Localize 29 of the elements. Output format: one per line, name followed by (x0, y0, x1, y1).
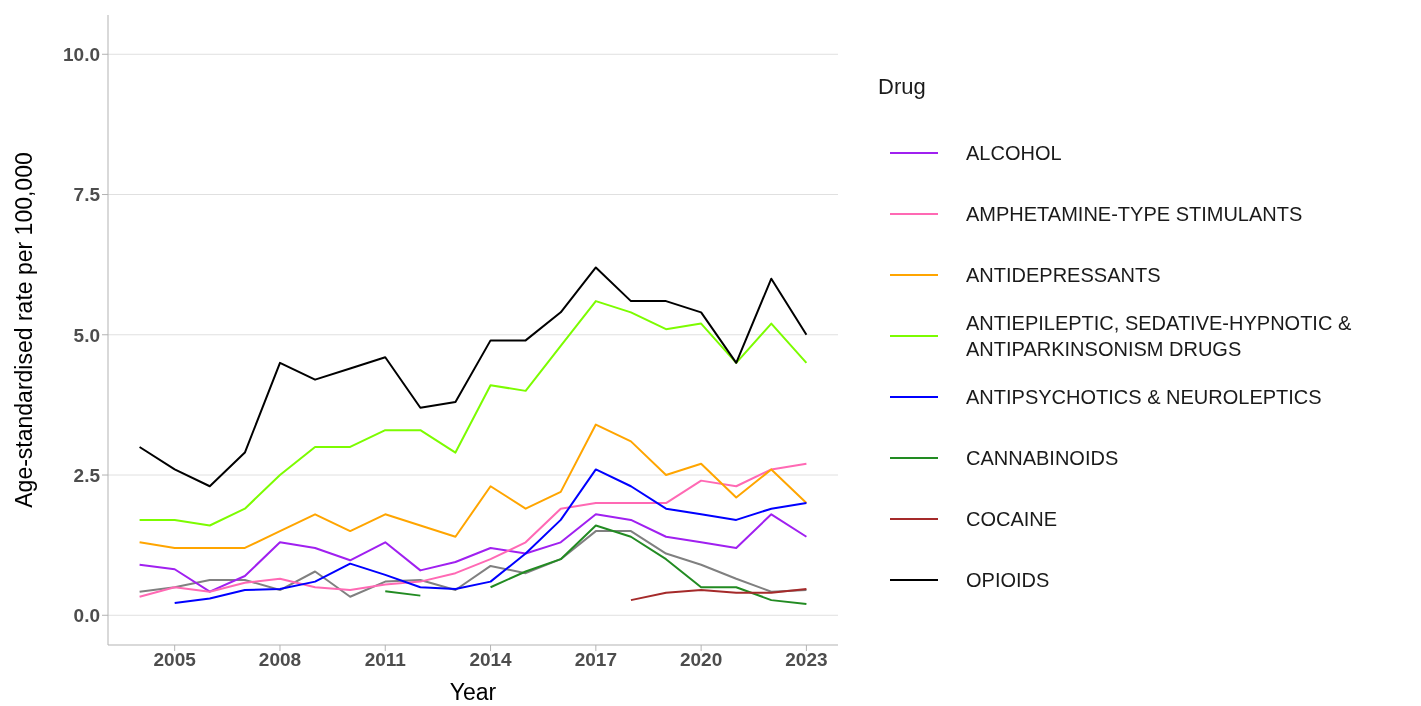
x-tick-label: 2017 (574, 649, 617, 671)
legend-label: ALCOHOL (966, 140, 1063, 166)
legend-label: AMPHETAMINE-TYPE STIMULANTS (966, 201, 1304, 227)
legend-label: COCAINE (966, 506, 1059, 532)
x-tick-label: 2020 (679, 649, 723, 671)
y-tick-label: 5.0 (73, 324, 100, 346)
legend-label: ANTIDEPRESSANTS (966, 262, 1162, 288)
y-tick-label: 7.5 (73, 184, 101, 206)
x-tick-label: 2023 (785, 649, 828, 671)
line-series (138, 530, 808, 598)
line-series (138, 266, 808, 488)
legend-label: CANNABINOIDS (966, 445, 1120, 471)
x-tick-label: 2005 (153, 649, 197, 671)
x-tick-label: 2011 (364, 649, 407, 671)
x-tick-label: 2014 (469, 649, 513, 671)
legend-label: ANTIPSYCHOTICS & NEUROLEPTICS (966, 384, 1323, 410)
y-tick-label: 2.5 (73, 464, 101, 486)
legend-label: OPIOIDS (966, 567, 1051, 593)
legend-label: ANTIEPILEPTIC, SEDATIVE-HYPNOTIC & ANTIPARKINSONISM DRUGS (966, 310, 1353, 362)
line-series (629, 587, 808, 602)
x-axis-title: Year (449, 679, 497, 705)
y-tick-label: 10.0 (63, 44, 100, 66)
y-tick-label: 0.0 (73, 605, 100, 627)
line-series (138, 513, 808, 593)
line-series (138, 423, 808, 549)
y-axis-title: Age-standardised rate per 100,000 (11, 152, 38, 508)
legend-title: Drug (878, 74, 927, 100)
x-tick-label: 2008 (258, 649, 302, 671)
line-series (138, 300, 808, 527)
